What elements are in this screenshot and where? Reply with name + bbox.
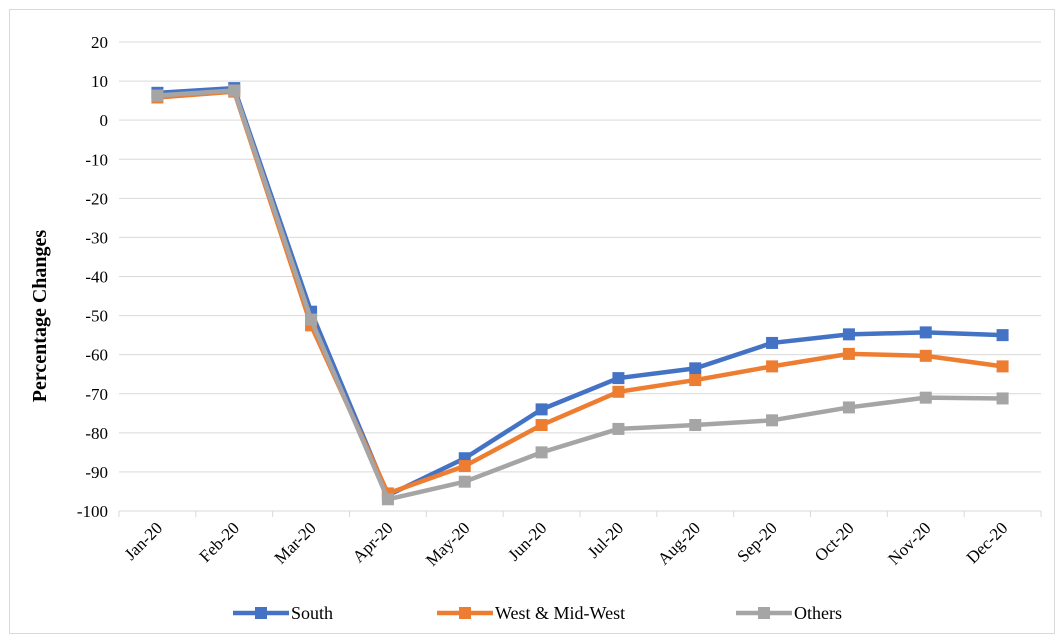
data-point	[766, 414, 779, 427]
data-point	[996, 360, 1009, 373]
data-point	[228, 84, 241, 97]
data-point	[689, 419, 702, 432]
x-tick-label: Feb-20	[196, 518, 243, 565]
y-tick-label: -70	[85, 385, 108, 404]
x-tick-label: Mar-20	[271, 518, 320, 567]
data-point	[842, 347, 855, 360]
legend-item: South	[233, 603, 333, 623]
data-point	[305, 313, 318, 326]
data-point	[151, 89, 164, 102]
data-point	[689, 374, 702, 387]
x-tick-label: Nov-20	[884, 518, 934, 568]
legend-item: West & Mid-West	[437, 603, 625, 623]
series-group	[151, 82, 1009, 506]
x-tick-label: Oct-20	[811, 518, 858, 565]
legend-swatch-marker	[255, 607, 267, 619]
y-tick-label: -10	[85, 150, 108, 169]
data-point	[842, 328, 855, 341]
data-point	[919, 349, 932, 362]
series-line	[157, 85, 1003, 498]
data-point	[535, 419, 548, 432]
y-tick-label: -90	[85, 463, 108, 482]
legend-label: Others	[794, 603, 842, 623]
data-point	[612, 422, 625, 435]
data-point	[919, 391, 932, 404]
legend-label: West & Mid-West	[495, 603, 625, 623]
legend-label: South	[291, 603, 333, 623]
data-point	[689, 362, 702, 375]
y-axis-ticks: 20 10 0 -10 -20 -30 -40 -50 -60 -70 -80 -90 -100	[77, 33, 108, 521]
x-tick-label: Jun-20	[504, 518, 550, 564]
data-point	[381, 493, 394, 506]
data-point	[842, 401, 855, 414]
series-line	[157, 88, 1003, 502]
data-point	[458, 460, 471, 473]
y-tick-label: 10	[91, 72, 108, 91]
legend: South West & Mid-West Others	[233, 603, 842, 623]
x-axis-ticks: Jan-20 Feb-20 Mar-20 Apr-20 May-20 Jun-20 Jul-…	[118, 511, 1042, 570]
chart-frame	[9, 9, 1055, 634]
y-tick-label: 0	[100, 111, 109, 130]
y-tick-label: -40	[85, 268, 108, 287]
y-axis-label: Percentage Changes	[29, 230, 51, 403]
y-tick-label: -30	[85, 228, 108, 247]
data-point	[766, 360, 779, 373]
data-point	[612, 385, 625, 398]
data-point	[458, 475, 471, 488]
y-tick-label: -20	[85, 189, 108, 208]
series-others	[151, 84, 1009, 506]
data-point	[535, 446, 548, 459]
x-tick-label: Aug-20	[654, 518, 704, 568]
y-tick-label: -60	[85, 346, 108, 365]
x-tick-label: Jul-20	[584, 518, 627, 561]
series-west-mid-west	[151, 85, 1009, 500]
legend-item: Others	[736, 603, 842, 623]
x-tick-label: Jan-20	[121, 518, 166, 563]
data-point	[612, 372, 625, 385]
legend-swatch-marker	[459, 607, 471, 619]
data-point	[535, 403, 548, 416]
x-tick-label: Dec-20	[963, 518, 1012, 567]
y-tick-label: -100	[77, 502, 108, 521]
data-point	[996, 329, 1009, 342]
x-tick-label: Sep-20	[733, 518, 780, 565]
data-point	[766, 336, 779, 349]
x-tick-label: Apr-20	[349, 518, 397, 566]
legend-swatch-marker	[758, 607, 770, 619]
y-tick-label: 20	[91, 33, 108, 52]
data-point	[919, 326, 932, 339]
y-tick-label: -50	[85, 307, 108, 326]
y-tick-label: -80	[85, 424, 108, 443]
x-tick-label: May-20	[422, 518, 473, 569]
data-point	[996, 392, 1009, 405]
